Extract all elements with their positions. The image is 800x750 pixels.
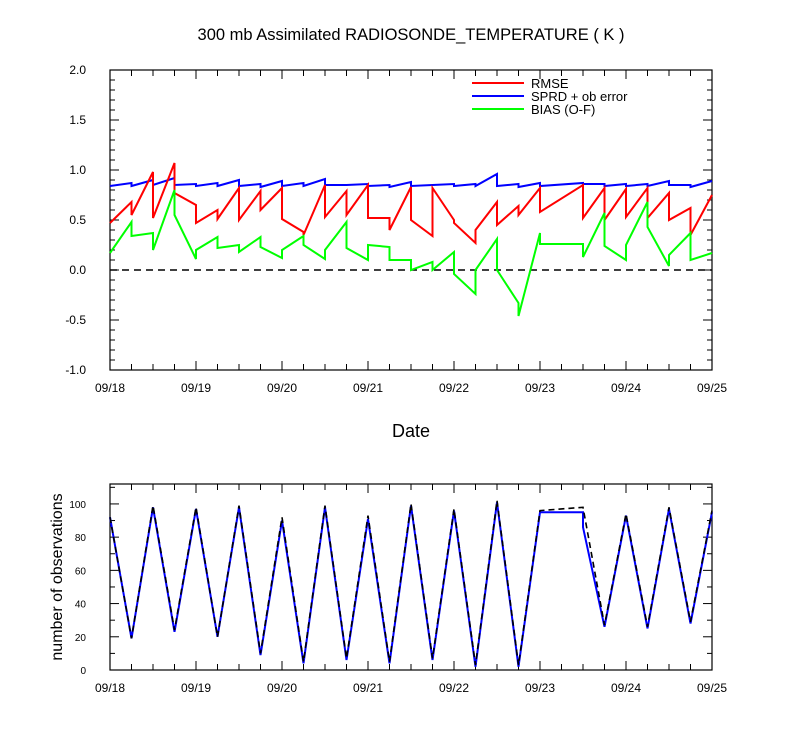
top-plot-area: 09/18 09/19 09/20 09/21 09/22 09/23 09/24 09/25… — [65, 63, 727, 395]
bottom-y-tick-label: 0 — [80, 666, 86, 677]
top-x-tick-label: 09/21 — [353, 381, 383, 395]
top-x-tick-label: 09/18 — [95, 381, 125, 395]
top-y-tick-label: -0.5 — [65, 313, 86, 327]
bottom-x-tick-label: 09/24 — [611, 681, 641, 695]
top-x-tick-label: 09/25 — [697, 381, 727, 395]
chart-title: 300 mb Assimilated RADIOSONDE_TEMPERATUR… — [198, 26, 625, 44]
top-x-tick-label: 09/20 — [267, 381, 297, 395]
bottom-x-tick-label: 09/22 — [439, 681, 469, 695]
top-x-tick-label: 09/19 — [181, 381, 211, 395]
top-x-tick-label: 09/22 — [439, 381, 469, 395]
bottom-y-tick-label: 80 — [75, 533, 87, 544]
top-y-tick-label: 1.0 — [69, 163, 86, 177]
bottom-y-tick-label: 60 — [75, 566, 87, 577]
bottom-x-tick-label: 09/23 — [525, 681, 555, 695]
rmse-series-line — [109, 162, 713, 246]
top-y-tick-label: 2.0 — [69, 63, 86, 77]
bottom-x-tick-label: 09/21 — [353, 681, 383, 695]
top-y-tick-label: 0.5 — [69, 213, 86, 227]
bias-series-line — [109, 189, 713, 317]
observations-used-line — [109, 502, 713, 667]
bottom-y-tick-label: 40 — [75, 600, 87, 611]
bottom-x-tick-label: 09/25 — [697, 681, 727, 695]
bottom-x-tick-label: 09/19 — [181, 681, 211, 695]
legend-label-0: RMSE — [531, 76, 569, 91]
bottom-plot-area: 09/18 09/19 09/20 09/21 09/22 09/23 09/24 09/25… — [69, 483, 727, 695]
bottom-y-tick-label: 100 — [69, 500, 86, 511]
legend-label-2: BIAS (O-F) — [531, 102, 595, 117]
observations-possible-line — [109, 500, 713, 666]
legend-label-1: SPRD + ob error — [531, 89, 628, 104]
bottom-x-tick-label: 09/20 — [267, 681, 297, 695]
bottom-x-tick-label: 09/18 — [95, 681, 125, 695]
y-axis-label-observations: number of observations — [49, 493, 66, 660]
bottom-y-tick-label: 20 — [75, 633, 87, 644]
sprd-series-line — [109, 172, 713, 189]
top-y-tick-label: 0.0 — [69, 263, 86, 277]
x-axis-label: Date — [392, 421, 430, 441]
top-y-tick-label: 1.5 — [69, 113, 86, 127]
top-x-tick-label: 09/23 — [525, 381, 555, 395]
top-x-tick-label: 09/24 — [611, 381, 641, 395]
top-y-tick-label: -1.0 — [65, 363, 86, 377]
